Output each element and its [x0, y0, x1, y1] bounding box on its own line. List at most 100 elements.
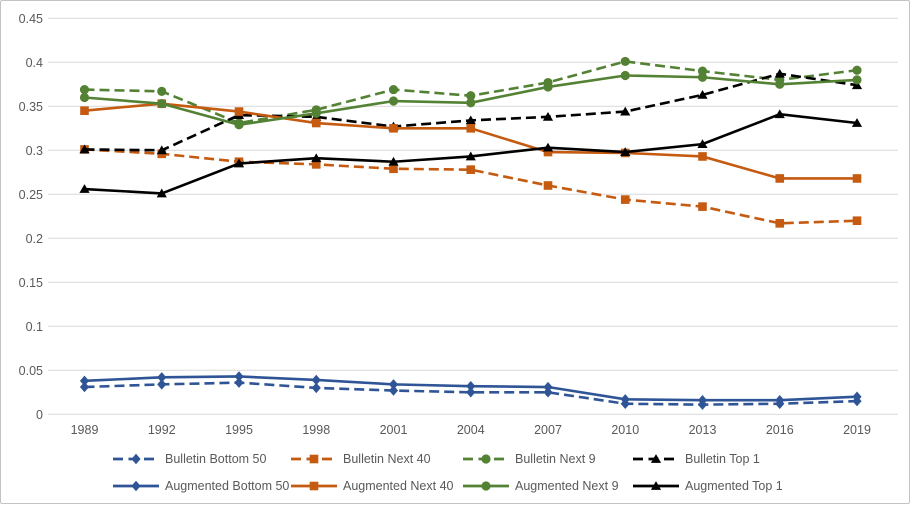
legend-glyph-bulletin-bottom-50 — [131, 453, 141, 465]
y-tick-label: 0.3 — [26, 144, 43, 158]
marker-augmented-next-9 — [697, 72, 708, 82]
y-tick-label: 0.45 — [19, 12, 43, 26]
legend-marker-bulletin-next-9 — [463, 454, 509, 464]
marker-augmented-next-9 — [543, 82, 553, 92]
marker-augmented-bottom-50 — [388, 379, 399, 390]
x-tick-label: 2007 — [534, 423, 562, 437]
legend-item-augmented-bottom-50: Augmented Bottom 50 — [113, 476, 291, 496]
marker-bulletin-top-1 — [465, 115, 476, 125]
marker-augmented-next-40 — [80, 106, 89, 115]
marker-bulletin-bottom-50 — [157, 379, 167, 390]
marker-augmented-bottom-50 — [852, 391, 862, 402]
x-tick-label: 1992 — [148, 423, 176, 437]
legend-label-bulletin-top-1: Bulletin Top 1 — [685, 452, 760, 466]
marker-bulletin-next-9 — [157, 86, 167, 96]
legend-label-augmented-next-9: Augmented Next 9 — [515, 479, 619, 493]
legend-item-augmented-next-9: Augmented Next 9 — [463, 476, 633, 496]
marker-augmented-next-40 — [852, 174, 862, 183]
marker-augmented-top-1 — [542, 142, 554, 152]
marker-bulletin-bottom-50 — [543, 387, 553, 398]
series-augmented-next-9 — [79, 70, 862, 130]
marker-bulletin-bottom-50 — [234, 377, 244, 388]
legend-glyph-augmented-next-40 — [309, 481, 319, 491]
legend-label-bulletin-bottom-50: Bulletin Bottom 50 — [165, 452, 267, 466]
marker-bulletin-next-9 — [852, 65, 862, 75]
y-tick-label: 0.1 — [26, 320, 43, 334]
marker-augmented-next-9 — [79, 92, 90, 103]
marker-augmented-next-9 — [388, 96, 399, 106]
x-tick-label: 2019 — [843, 423, 871, 437]
legend-item-bulletin-next-40: Bulletin Next 40 — [291, 449, 463, 469]
series-line-bulletin-top-1 — [84, 72, 858, 152]
legend-item-bulletin-top-1: Bulletin Top 1 — [633, 449, 783, 469]
legend-marker-augmented-next-40 — [291, 481, 337, 491]
marker-augmented-next-40 — [466, 124, 476, 133]
series-line-bulletin-bottom-50 — [84, 381, 858, 406]
marker-bulletin-next-9 — [466, 91, 476, 101]
marker-augmented-next-9 — [157, 99, 167, 109]
legend-marker-augmented-next-9 — [463, 481, 509, 491]
marker-augmented-top-1 — [697, 139, 708, 149]
marker-bulletin-next-40 — [852, 216, 862, 225]
marker-augmented-bottom-50 — [79, 375, 90, 387]
x-tick-label: 2001 — [380, 423, 408, 437]
y-tick-label: 0.35 — [19, 100, 43, 114]
marker-augmented-next-40 — [389, 124, 398, 133]
marker-augmented-bottom-50 — [543, 381, 553, 393]
legend-item-bulletin-bottom-50: Bulletin Bottom 50 — [113, 449, 291, 469]
marker-bulletin-next-40 — [466, 165, 476, 174]
y-tick-label: 0.25 — [19, 188, 43, 202]
legend-item-bulletin-next-9: Bulletin Next 9 — [463, 449, 633, 469]
y-tick-label: 0.4 — [26, 56, 43, 70]
series-line-bulletin-next-40 — [84, 148, 858, 225]
legend-label-bulletin-next-40: Bulletin Next 40 — [343, 452, 431, 466]
marker-augmented-bottom-50 — [311, 374, 321, 386]
marker-augmented-next-9 — [466, 98, 476, 108]
marker-bulletin-next-9 — [388, 84, 399, 95]
marker-augmented-next-40 — [311, 118, 321, 128]
marker-bulletin-top-1 — [156, 145, 167, 155]
marker-bulletin-bottom-50 — [466, 387, 476, 398]
marker-bulletin-next-40 — [311, 160, 321, 169]
series-augmented-bottom-50 — [79, 371, 862, 406]
marker-bulletin-bottom-50 — [311, 382, 321, 394]
x-tick-label: 2016 — [766, 423, 794, 437]
legend-marker-bulletin-next-40 — [291, 454, 337, 464]
x-tick-label: 1989 — [71, 423, 99, 437]
legend-glyph-bulletin-next-9 — [481, 454, 491, 464]
x-tick-label: 2010 — [611, 423, 639, 437]
marker-augmented-next-40 — [543, 147, 553, 157]
marker-bulletin-top-1 — [620, 106, 631, 116]
y-tick-label: 0.15 — [19, 276, 43, 290]
marker-augmented-top-1 — [774, 109, 785, 119]
legend-item-augmented-top-1: Augmented Top 1 — [633, 476, 783, 496]
marker-bulletin-next-40 — [543, 181, 553, 190]
legend-label-augmented-next-40: Augmented Next 40 — [343, 479, 454, 493]
y-tick-label: 0 — [36, 408, 43, 422]
legend-glyph-bulletin-top-1 — [650, 454, 662, 463]
marker-augmented-top-1 — [388, 156, 399, 166]
marker-bulletin-top-1 — [79, 144, 90, 154]
marker-augmented-bottom-50 — [775, 395, 785, 406]
legend-label-augmented-bottom-50: Augmented Bottom 50 — [165, 479, 290, 493]
marker-augmented-next-9 — [234, 120, 244, 130]
marker-augmented-bottom-50 — [620, 394, 630, 405]
legend-item-augmented-next-40: Augmented Next 40 — [291, 476, 463, 496]
x-tick-label: 2013 — [689, 423, 717, 437]
series-augmented-top-1 — [79, 109, 863, 198]
marker-augmented-bottom-50 — [466, 380, 476, 392]
marker-augmented-next-9 — [775, 79, 785, 89]
x-tick-label: 1995 — [225, 423, 253, 437]
marker-bulletin-next-9 — [620, 56, 630, 67]
legend-label-augmented-top-1: Augmented Top 1 — [685, 479, 783, 493]
marker-augmented-top-1 — [620, 147, 631, 156]
marker-augmented-next-9 — [620, 70, 630, 81]
marker-augmented-next-40 — [234, 107, 244, 116]
x-tick-label: 1998 — [302, 423, 330, 437]
legend-glyph-augmented-next-9 — [481, 481, 491, 491]
marker-augmented-top-1 — [79, 184, 90, 193]
marker-bulletin-next-40 — [620, 195, 630, 204]
marker-bulletin-next-9 — [79, 84, 90, 95]
marker-augmented-next-40 — [698, 152, 707, 161]
